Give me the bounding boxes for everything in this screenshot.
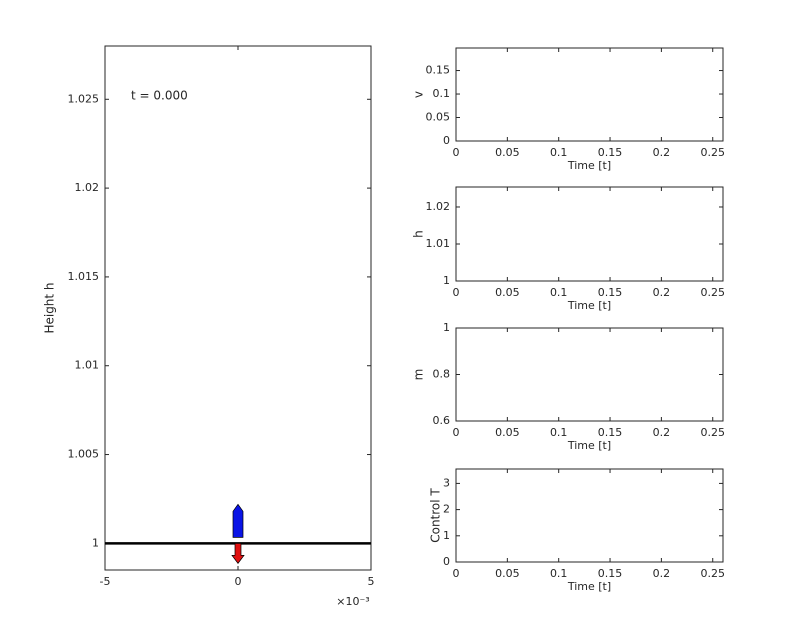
y-tick-label: 1.02 <box>75 181 100 194</box>
y-tick-label: 0.1 <box>433 87 451 100</box>
x-axis-label: Time [t] <box>567 299 611 312</box>
x-tick-label: 0.25 <box>700 286 725 299</box>
x-tick-label: 0.15 <box>598 286 623 299</box>
rocket <box>232 503 244 538</box>
axes-box <box>455 186 724 282</box>
y-axis-label: m <box>412 369 426 381</box>
x-axis-label: Time [t] <box>567 580 611 593</box>
x-tick-label: 0.05 <box>495 286 520 299</box>
x-tick-label: 0 <box>453 567 460 580</box>
y-tick-label: 1.01 <box>426 237 451 250</box>
x-tick-label: 0 <box>453 146 460 159</box>
y-tick-label: 3 <box>443 476 450 489</box>
y-tick-label: 1.02 <box>426 200 451 213</box>
y-tick-label: 1.01 <box>75 359 100 372</box>
time-annotation: t = 0.000 <box>131 89 188 103</box>
y-tick-label: 0 <box>443 555 450 568</box>
y-tick-label: 1 <box>443 321 450 334</box>
x-axis-label: Time [t] <box>567 439 611 452</box>
x-tick-label: 0.15 <box>598 146 623 159</box>
x-tick-label: 0.25 <box>700 146 725 159</box>
x-tick-label: 0 <box>453 286 460 299</box>
y-tick-label: 0.6 <box>433 414 451 427</box>
x-tick-label: 0.15 <box>598 426 623 439</box>
x-tick-label: 5 <box>368 575 375 588</box>
y-tick-label: 2 <box>443 503 450 516</box>
y-tick-label: 1.015 <box>68 270 100 283</box>
x-tick-label: 0.1 <box>550 567 568 580</box>
thrust-arrow <box>231 543 245 564</box>
y-tick-label: 0.8 <box>433 368 451 381</box>
x-tick-label: 0.2 <box>653 567 671 580</box>
x-tick-label: 0.1 <box>550 146 568 159</box>
x-tick-label: 0.1 <box>550 286 568 299</box>
x-tick-label: 0.25 <box>700 567 725 580</box>
x-tick-label: 0 <box>235 575 242 588</box>
x-tick-label: -5 <box>100 575 111 588</box>
axes-box <box>455 47 724 142</box>
y-tick-label: 0.05 <box>426 111 451 124</box>
y-tick-label: 1 <box>443 529 450 542</box>
x-tick-label: 0.2 <box>653 426 671 439</box>
x-tick-label: 0.05 <box>495 567 520 580</box>
x-tick-label: 0 <box>453 426 460 439</box>
y-tick-label: 1 <box>92 536 99 549</box>
y-tick-label: 1 <box>443 274 450 287</box>
y-tick-label: 1.025 <box>68 92 100 105</box>
x-exponent: ×10⁻³ <box>336 595 369 608</box>
y-tick-label: 0.15 <box>426 64 451 77</box>
x-tick-label: 0.05 <box>495 426 520 439</box>
axes-box <box>455 327 724 422</box>
y-tick-label: 0 <box>443 134 450 147</box>
y-axis-label: h <box>412 230 426 238</box>
x-tick-label: 0.1 <box>550 426 568 439</box>
axes-box <box>455 468 724 563</box>
y-axis-label: Height h <box>43 282 57 333</box>
x-tick-label: 0.15 <box>598 567 623 580</box>
x-tick-label: 0.2 <box>653 146 671 159</box>
y-axis-label: v <box>412 91 426 98</box>
x-tick-label: 0.05 <box>495 146 520 159</box>
x-axis-label: Time [t] <box>567 159 611 172</box>
x-tick-label: 0.25 <box>700 426 725 439</box>
y-tick-label: 1.005 <box>68 448 100 461</box>
axes-box <box>104 45 372 571</box>
y-axis-label: Control T <box>429 488 443 543</box>
x-tick-label: 0.2 <box>653 286 671 299</box>
